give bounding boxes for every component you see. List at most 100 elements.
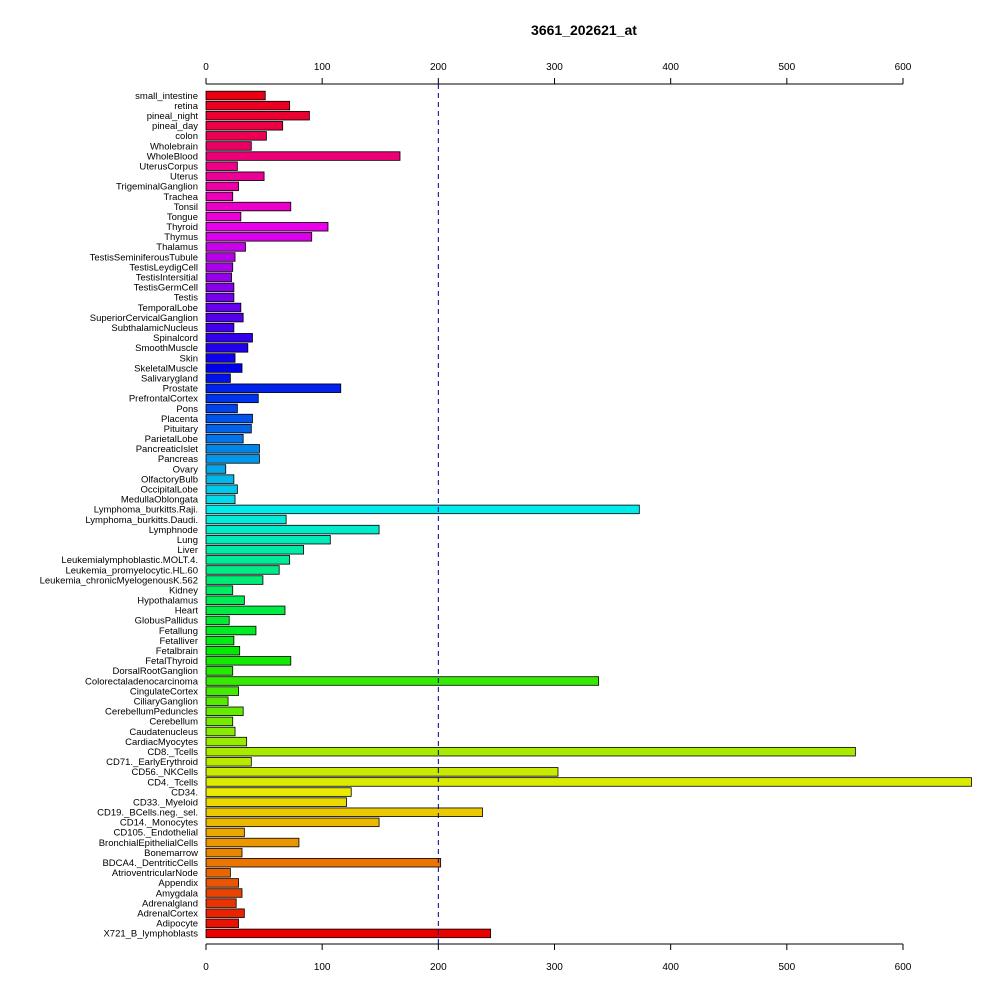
- bar: [205, 858, 442, 868]
- top-axis-tick-label: 200: [430, 62, 447, 73]
- category-label: Pancreas: [158, 454, 198, 465]
- category-label: Testis: [174, 293, 199, 304]
- category-label: Uterus: [170, 172, 198, 183]
- bar: [205, 312, 244, 323]
- category-label: CerebellumPeduncles: [105, 707, 198, 718]
- bar: [205, 615, 230, 626]
- bars-group: [205, 90, 972, 939]
- category-label: AdrenalCortex: [137, 909, 198, 920]
- category-label: Thalamus: [156, 242, 198, 253]
- category-label: Fetallung: [159, 626, 198, 637]
- category-label: Hypothalamus: [137, 596, 198, 607]
- bar: [205, 434, 244, 444]
- category-label: DorsalRootGanglion: [112, 666, 198, 677]
- bar: [205, 494, 236, 505]
- category-label: Placenta: [161, 414, 199, 425]
- top-axis-tick-label: 0: [203, 62, 209, 73]
- bar: [205, 534, 331, 545]
- bar: [205, 726, 236, 737]
- bar: [205, 898, 237, 908]
- category-label: Lymphoma_burkitts.Raji.: [94, 505, 198, 516]
- category-label: small_intestine: [135, 91, 198, 102]
- bar: [205, 595, 245, 605]
- bar: [205, 868, 231, 878]
- bar: [205, 333, 253, 343]
- bar: [205, 797, 347, 807]
- bar: [205, 585, 234, 595]
- category-label: Tonsil: [174, 202, 198, 213]
- category-label: TestisIntersitial: [136, 273, 198, 284]
- category-label: GlobusPallidus: [135, 616, 199, 627]
- category-label: Leukemialymphoblastic.MOLT.4.: [61, 555, 198, 566]
- bottom-axis-tick-label: 400: [662, 962, 679, 973]
- category-label: Caudatenucleus: [129, 727, 198, 738]
- bar: [205, 373, 231, 383]
- bar: [205, 878, 239, 888]
- bar: [205, 262, 234, 272]
- category-label: AtrioventricularNode: [112, 868, 198, 879]
- bar: [205, 635, 235, 646]
- category-label: TrigeminalGanglion: [116, 182, 198, 193]
- category-label: Lymphnode: [149, 525, 198, 536]
- bar: [205, 201, 292, 212]
- bar: [205, 151, 401, 161]
- category-label: SuperiorCervicalGanglion: [90, 313, 198, 324]
- category-label: Leukemia_promyelocytic.HL.60: [65, 565, 198, 576]
- bar: [205, 423, 252, 434]
- category-label: Heart: [175, 606, 199, 617]
- bar: [205, 676, 600, 686]
- bar: [205, 171, 265, 181]
- category-label: OlfactoryBulb: [141, 474, 198, 485]
- bar: [205, 191, 234, 202]
- chart-title: 3661_202621_at: [531, 22, 637, 38]
- category-label: Fetalbrain: [156, 646, 198, 657]
- bar: [205, 232, 313, 242]
- bar: [205, 605, 286, 616]
- bar: [205, 736, 248, 747]
- bottom-axis-tick-label: 300: [546, 962, 563, 973]
- bottom-x-axis: 0 100 200 300 400 500 600: [203, 943, 912, 973]
- bar: [205, 141, 252, 151]
- bar: [205, 807, 483, 817]
- bar: [205, 181, 239, 192]
- category-label: PancreaticIslet: [136, 444, 199, 455]
- bar: [205, 292, 235, 303]
- category-label: X721_B_lymphoblasts: [103, 929, 198, 940]
- top-axis-tick-label: 100: [314, 62, 331, 73]
- top-axis-tick-label: 400: [662, 62, 679, 73]
- bottom-axis-tick-label: 500: [778, 962, 795, 973]
- category-label: Wholebrain: [150, 141, 198, 152]
- category-label: Lymphoma_burkitts.Daudi.: [85, 515, 198, 526]
- bar: [205, 918, 239, 928]
- category-label: Adrenalgland: [142, 898, 198, 909]
- category-label: CD105._Endothelial: [113, 828, 198, 839]
- bar: [205, 282, 235, 293]
- bar: [205, 787, 352, 797]
- category-label: Trachea: [164, 192, 199, 203]
- category-label: CD14._Monocytes: [120, 818, 198, 829]
- category-label: OccipitalLobe: [140, 485, 198, 496]
- category-label: Salivarygland: [141, 373, 198, 384]
- bar: [205, 827, 245, 838]
- category-label: Appendix: [158, 878, 198, 889]
- category-label: Thyroid: [166, 222, 198, 233]
- category-label: BronchialEpithelialCells: [99, 838, 199, 849]
- category-label: TestisGermCell: [134, 283, 198, 294]
- category-label: pineal_night: [147, 111, 199, 122]
- top-axis-tick-label: 500: [778, 62, 795, 73]
- category-label: FetalThyroid: [145, 656, 198, 667]
- bar: [205, 211, 242, 222]
- category-label: Lung: [177, 535, 198, 546]
- bar: [205, 686, 239, 696]
- category-label: Ovary: [173, 464, 199, 475]
- category-label: CD56._NKCells: [131, 767, 198, 778]
- category-label: ParietalLobe: [145, 434, 198, 445]
- category-label: TemporalLobe: [138, 303, 198, 314]
- top-axis-tick-label: 300: [546, 62, 563, 73]
- category-label: Prostate: [163, 384, 198, 395]
- bar: [205, 444, 260, 454]
- category-label: CiliaryGanglion: [134, 697, 198, 708]
- category-label: CD8._Tcells: [147, 747, 198, 758]
- bar: [205, 545, 304, 555]
